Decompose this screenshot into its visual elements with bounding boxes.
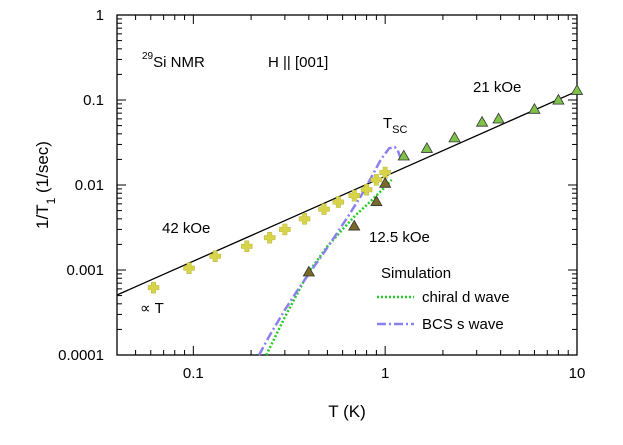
y-tick-label: 0.001 <box>66 262 104 279</box>
point-42-koe <box>360 183 373 196</box>
point-12-5-koe <box>348 219 361 231</box>
label-12-5-koe: 12.5 kOe <box>369 229 430 246</box>
label-21-koe: 21 kOe <box>473 79 521 96</box>
legend-title: Simulation <box>381 265 451 282</box>
fit-and-simulation-lines <box>116 90 578 356</box>
legend: Simulation chiral d wave BCS s wave <box>377 265 510 333</box>
point-42-koe <box>318 203 330 215</box>
point-21-koe <box>552 93 565 105</box>
point-12-5-koe <box>370 195 383 206</box>
point-12-5-koe <box>378 176 392 188</box>
point-21-koe <box>420 142 434 153</box>
point-42-koe <box>332 196 345 208</box>
point-42-koe <box>298 213 311 225</box>
y-tick-label: 0.01 <box>75 177 104 194</box>
point-42-koe <box>263 231 276 244</box>
propto-t-label: ∝ T <box>140 300 164 317</box>
point-42-koe <box>147 281 160 294</box>
point-42-koe <box>279 223 291 236</box>
tsc-sub: SC <box>392 124 407 136</box>
point-12-5-koe <box>302 265 316 277</box>
x-tick-label: 10 <box>569 365 586 382</box>
tsc-label: TSC <box>383 115 408 136</box>
simulation-chiral-d-wave <box>265 178 393 356</box>
y-axis-title-sub: 1 <box>44 197 58 204</box>
x-axis-title: T (K) <box>328 402 365 421</box>
nucleus-sup: 29 <box>142 51 154 62</box>
fit-line-propto-t <box>116 90 578 296</box>
y-tick-label: 0.0001 <box>58 347 104 364</box>
legend-label-chiral-d-wave: chiral d wave <box>422 289 510 306</box>
axis-ticks <box>116 14 578 356</box>
y-axis-title: 1/T1 (1/sec) <box>33 141 58 229</box>
point-21-koe <box>492 112 505 124</box>
legend-label-bcs-s-wave: BCS s wave <box>422 316 504 333</box>
point-42-koe <box>348 189 361 202</box>
point-42-koe <box>379 166 391 179</box>
point-42-koe <box>209 250 221 263</box>
axis-tick-labels: 0.1 1 10 0.0001 0.001 0.01 0.1 1 <box>58 7 585 382</box>
data-markers <box>147 84 584 294</box>
point-21-koe <box>448 131 461 143</box>
nucleus-label: 29Si NMR <box>142 51 205 71</box>
y-tick-label: 1 <box>96 7 104 24</box>
point-42-koe <box>370 174 383 186</box>
field-direction-label: H || [001] <box>268 54 328 71</box>
point-21-koe <box>570 84 584 95</box>
point-21-koe <box>475 115 489 127</box>
point-21-koe <box>528 102 541 114</box>
label-42-koe: 42 kOe <box>162 220 210 237</box>
point-42-koe <box>241 240 253 253</box>
point-21-koe <box>397 149 410 161</box>
y-tick-label: 0.1 <box>83 92 104 109</box>
x-tick-label: 1 <box>381 365 389 382</box>
simulation-BCS-s-wave <box>257 145 402 356</box>
x-tick-label: 0.1 <box>183 365 204 382</box>
point-42-koe <box>183 262 195 274</box>
